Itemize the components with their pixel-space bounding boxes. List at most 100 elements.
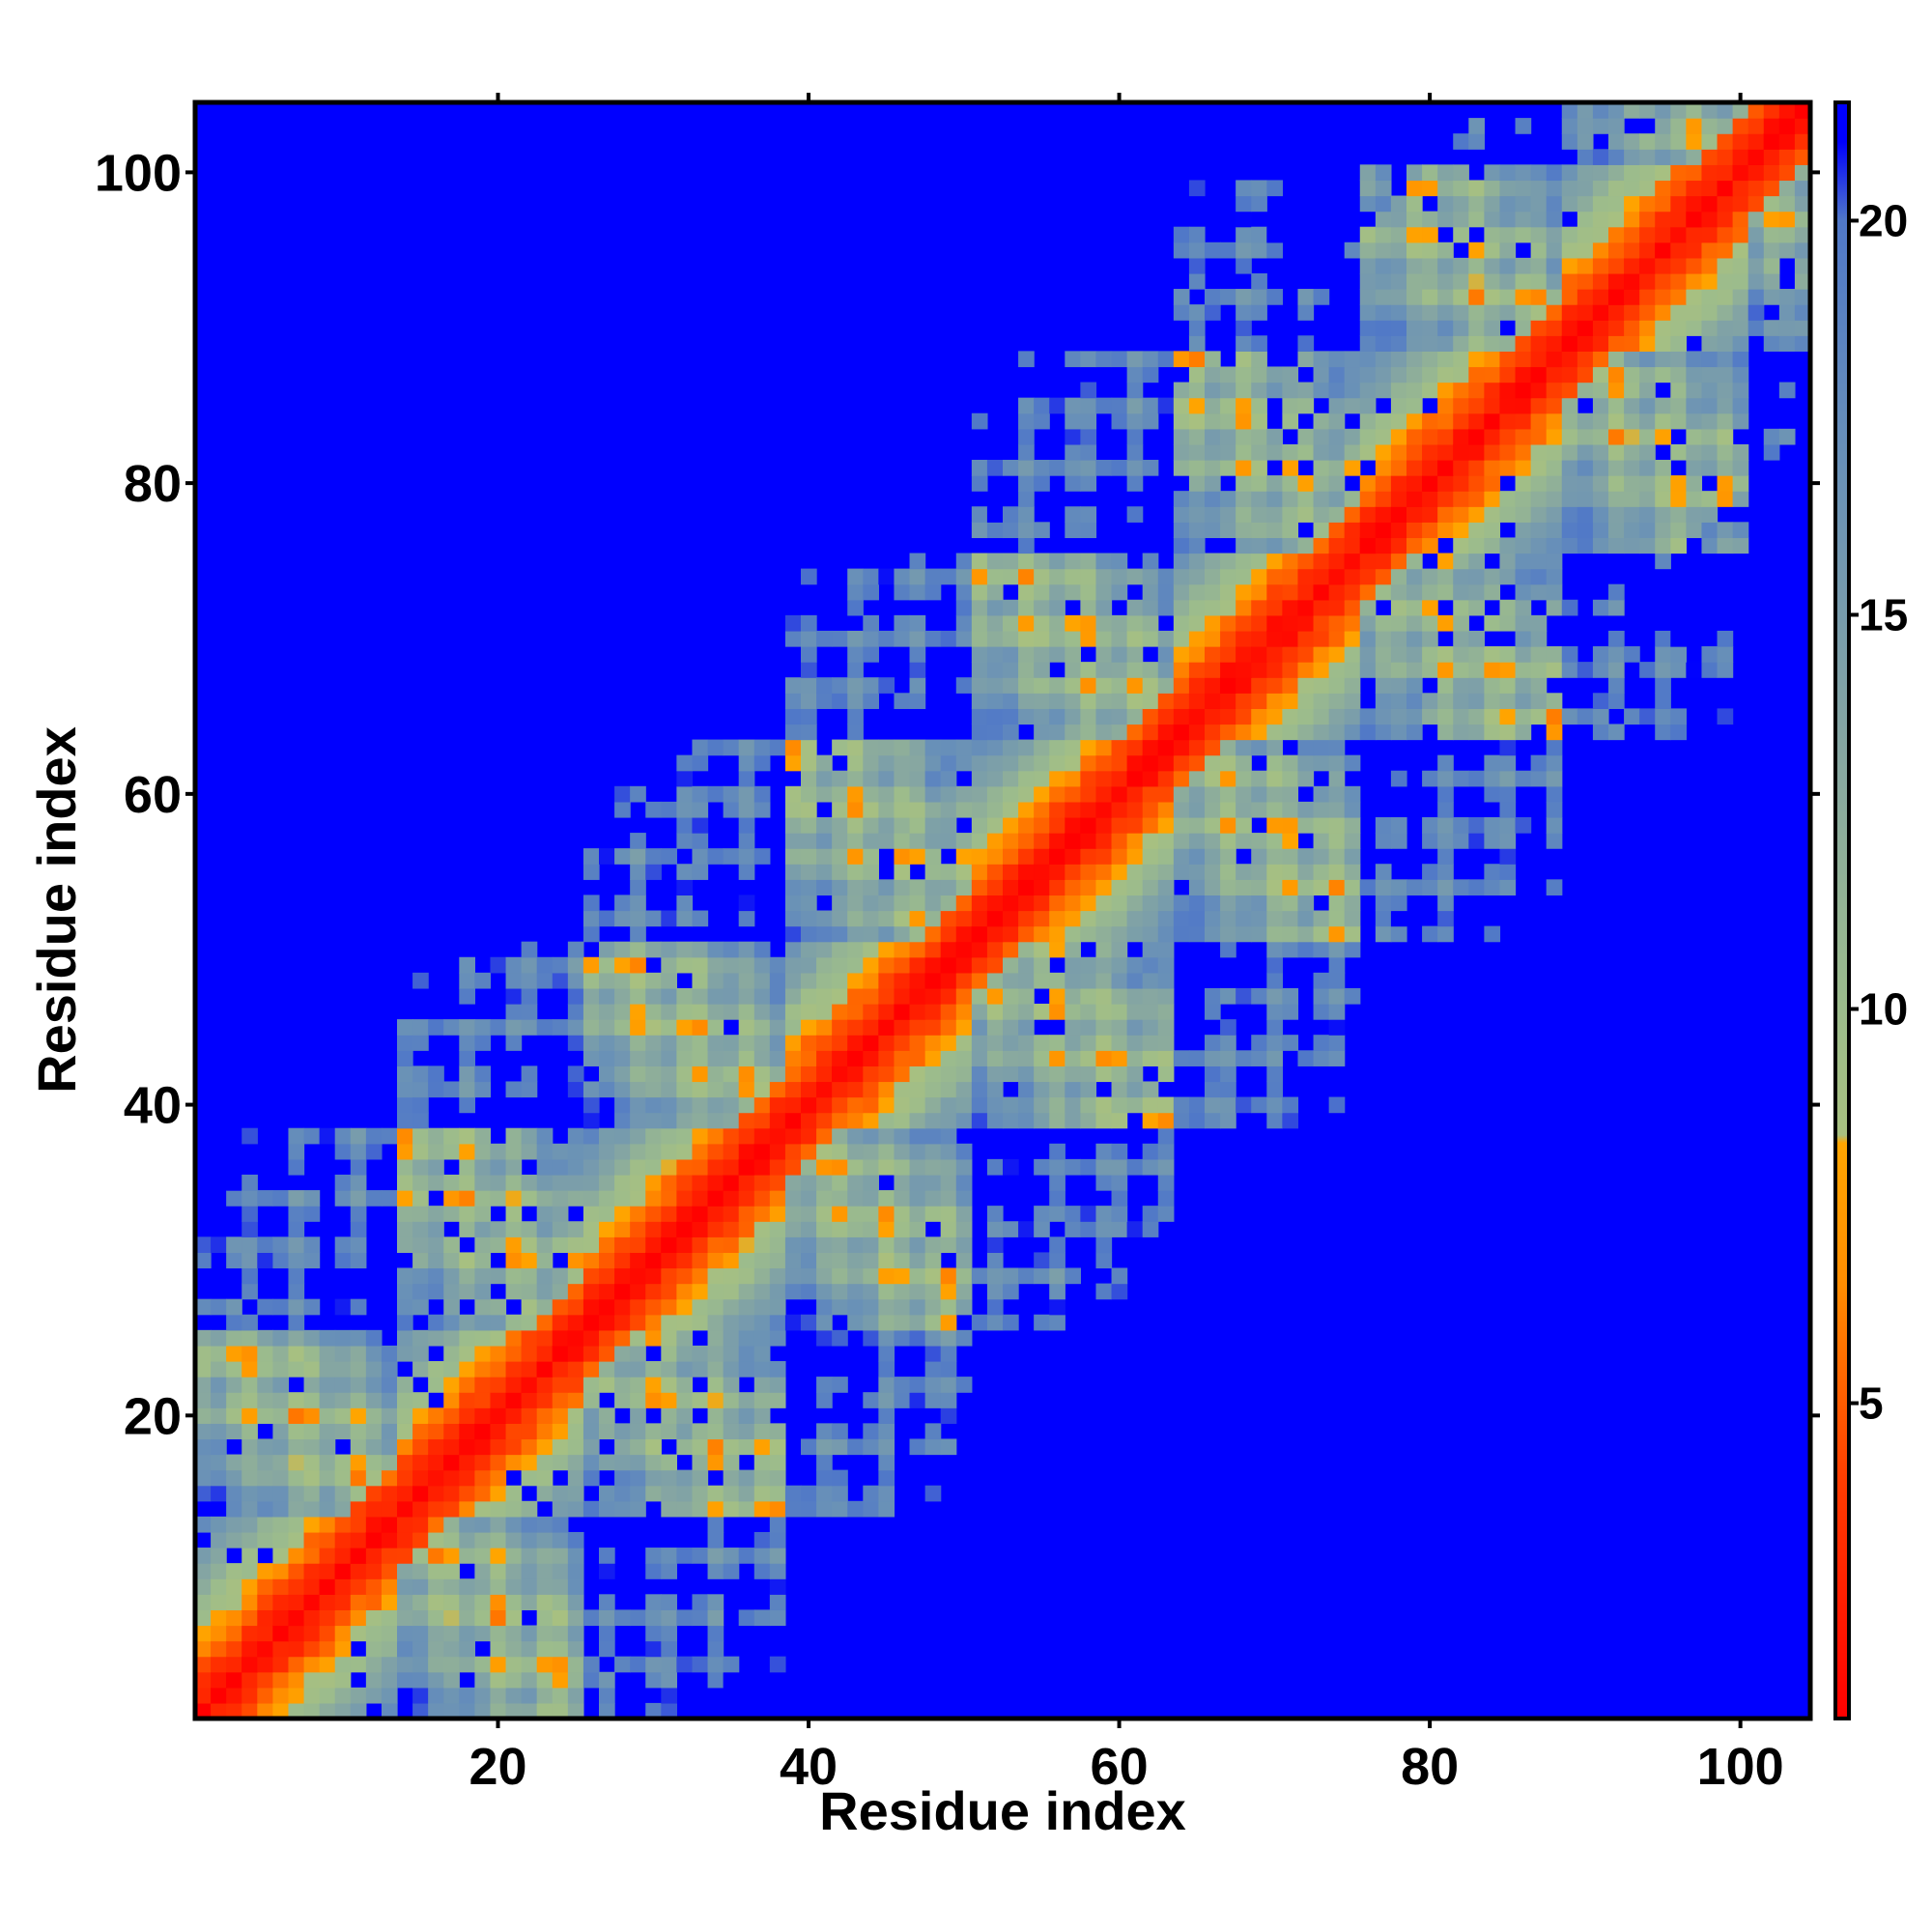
heatmap-cell <box>567 1548 584 1564</box>
heatmap-cell <box>955 739 973 756</box>
heatmap-cell <box>707 1158 724 1176</box>
heatmap-cell <box>801 833 817 849</box>
heatmap-cell <box>443 1516 460 1533</box>
heatmap-cell <box>1188 879 1206 896</box>
heatmap-cell <box>769 1609 786 1627</box>
heatmap-cell <box>1655 133 1671 150</box>
heatmap-cell <box>459 1392 475 1408</box>
heatmap-cell <box>1266 1096 1283 1114</box>
heatmap-cell <box>1639 443 1656 461</box>
heatmap-cell <box>365 1143 383 1160</box>
heatmap-cell <box>1375 583 1392 601</box>
heatmap-cell <box>1608 118 1625 134</box>
heatmap-cell <box>1561 412 1578 430</box>
heatmap-cell <box>1359 475 1377 492</box>
heatmap-cell <box>769 1283 786 1300</box>
heatmap-cell <box>1499 443 1517 461</box>
heatmap-cell <box>1686 522 1703 539</box>
heatmap-cell <box>490 1469 507 1487</box>
heatmap-cell <box>816 1143 833 1160</box>
heatmap-cell <box>692 1221 709 1237</box>
heatmap-cell <box>242 1563 258 1579</box>
heatmap-cell <box>630 1035 646 1051</box>
heatmap-cell <box>1142 583 1159 601</box>
heatmap-cell <box>1390 491 1407 507</box>
heatmap-cell <box>863 1221 879 1237</box>
heatmap-cell <box>676 910 694 927</box>
heatmap-cell <box>1499 693 1517 709</box>
heatmap-cell <box>1111 972 1128 989</box>
heatmap-cell <box>1018 1035 1035 1051</box>
heatmap-cell <box>552 1640 569 1658</box>
heatmap-cell <box>940 630 957 647</box>
heatmap-cell <box>567 1267 584 1285</box>
heatmap-cell <box>459 1407 475 1424</box>
heatmap-cell <box>1266 785 1283 803</box>
heatmap-cell <box>1639 211 1656 228</box>
heatmap-cell <box>365 1500 383 1518</box>
heatmap-cell <box>832 1252 848 1269</box>
heatmap-cell <box>1655 289 1671 305</box>
heatmap-cell <box>1251 366 1267 384</box>
heatmap-cell <box>1266 941 1283 958</box>
heatmap-cell <box>1344 925 1361 943</box>
heatmap-cell <box>350 1516 367 1533</box>
heatmap-cell <box>1080 382 1097 399</box>
heatmap-cell <box>614 1158 631 1176</box>
heatmap-cell <box>397 1531 413 1548</box>
heatmap-cell <box>753 754 771 772</box>
heatmap-cell <box>490 1516 507 1533</box>
heatmap-cell <box>1018 568 1035 585</box>
heatmap-cell <box>536 1454 554 1471</box>
heatmap-cell <box>1034 754 1050 772</box>
heatmap-cell <box>1111 816 1128 834</box>
heatmap-cell <box>1080 895 1097 912</box>
heatmap-cell <box>1577 708 1594 725</box>
heatmap-cell <box>1437 211 1454 228</box>
heatmap-cell <box>1359 180 1377 197</box>
heatmap-cell <box>1732 335 1749 352</box>
heatmap-cell <box>257 1594 273 1610</box>
heatmap-cell <box>1515 289 1532 305</box>
heatmap-cell <box>1639 149 1656 165</box>
heatmap-cell <box>863 1485 879 1502</box>
heatmap-cell <box>1670 382 1687 399</box>
heatmap-cell <box>381 1548 398 1564</box>
heatmap-cell <box>1344 522 1361 539</box>
heatmap-cell <box>1344 242 1361 259</box>
heatmap-cell <box>1251 925 1267 943</box>
heatmap-cell <box>1080 848 1097 865</box>
heatmap-cell <box>1561 180 1578 197</box>
heatmap-cell <box>1003 864 1019 880</box>
heatmap-cell <box>1484 770 1501 787</box>
heatmap-cell <box>1220 848 1236 865</box>
heatmap-cell <box>1313 289 1330 305</box>
heatmap-cell <box>1375 646 1392 663</box>
heatmap-cell <box>1422 257 1438 274</box>
heatmap-cell <box>459 1206 475 1222</box>
heatmap-cell <box>1157 1065 1175 1083</box>
heatmap-cell <box>1577 366 1594 384</box>
heatmap-cell <box>505 1143 523 1160</box>
heatmap-cell <box>645 1548 662 1564</box>
heatmap-cell <box>1670 133 1687 150</box>
heatmap-cell <box>1111 1050 1128 1066</box>
heatmap-cell <box>676 1485 694 1502</box>
heatmap-cell <box>1111 785 1128 803</box>
y-tick-label: 20 <box>124 1387 182 1445</box>
heatmap-cell <box>1717 133 1734 150</box>
heatmap-cell <box>909 895 926 912</box>
heatmap-cell <box>1546 537 1563 554</box>
heatmap-cell <box>1732 459 1749 476</box>
heatmap-cell <box>816 1377 833 1393</box>
heatmap-cell <box>365 1423 383 1440</box>
heatmap-cell <box>894 1096 911 1114</box>
heatmap-cell <box>428 1283 444 1300</box>
heatmap-cell <box>1406 242 1423 259</box>
heatmap-cell <box>1701 272 1719 290</box>
heatmap-cell <box>1188 397 1206 414</box>
heatmap-cell <box>1065 864 1081 880</box>
heatmap-cell <box>816 1252 833 1269</box>
heatmap-cell <box>288 1236 305 1254</box>
heatmap-cell <box>832 1377 848 1393</box>
